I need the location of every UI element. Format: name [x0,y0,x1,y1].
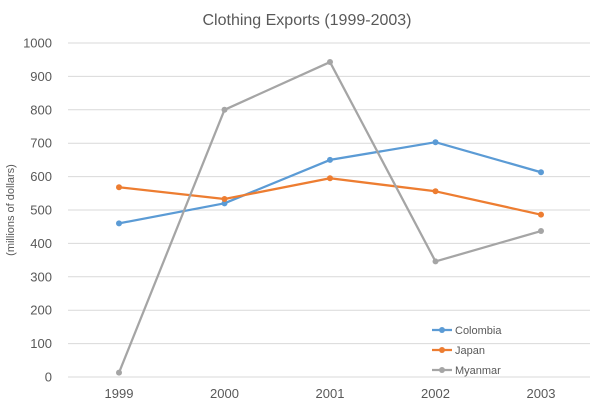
legend-marker-colombia [439,327,445,333]
legend: Colombia Japan Myanmar [432,325,502,377]
series-line-colombia [118,141,542,225]
legend-item-colombia: Colombia [432,325,502,337]
y-tick-label-0: 0 [45,370,52,385]
point-colombia-2003 [538,169,544,176]
y-tick-label-100: 100 [30,336,52,351]
point-japan-1999 [116,184,122,191]
series-myanmar [116,59,544,376]
point-japan-2003 [538,211,544,218]
legend-marker-japan [439,347,445,353]
legend-marker-myanmar [439,367,445,373]
y-tick-label-900: 900 [30,69,52,84]
point-colombia-2000 [221,200,228,207]
y-tick-label-700: 700 [30,136,52,151]
series-line-japan [118,177,542,216]
point-japan-2001 [327,175,333,182]
y-axis-label: (millions of dollars) [5,164,17,256]
point-myanmar-2001 [327,59,333,66]
point-japan-2002 [432,188,439,195]
x-tick-label-2000: 2000 [210,386,239,401]
legend-item-myanmar: Myanmar [432,365,501,377]
point-colombia-2002 [432,139,439,146]
y-tick-label-200: 200 [30,303,52,318]
point-japan-2000 [221,195,228,202]
y-tick-label-600: 600 [30,169,52,184]
x-tick-label-2001: 2001 [316,386,345,401]
series-lines [116,59,544,376]
point-myanmar-2002 [432,258,439,265]
x-tick-label-2003: 2003 [527,386,556,401]
x-tick-label-2002: 2002 [421,386,450,401]
point-colombia-1999 [116,220,122,227]
legend-label-japan: Japan [455,345,485,357]
y-tick-labels: 0 100 200 300 400 500 600 700 800 900 1000 [23,36,52,385]
point-myanmar-1999 [116,369,122,376]
series-colombia [116,139,544,227]
y-tick-label-400: 400 [30,236,52,251]
legend-label-colombia: Colombia [455,325,502,337]
point-colombia-2001 [327,156,333,163]
y-tick-label-300: 300 [30,269,52,284]
legend-label-myanmar: Myanmar [455,365,501,377]
y-tick-label-500: 500 [30,203,52,218]
x-tick-labels: 1999 2000 2001 2002 2003 [105,386,556,401]
chart-title: Clothing Exports (1999-2003) [202,12,411,29]
y-tick-label-1000: 1000 [23,36,52,51]
point-myanmar-2003 [538,228,544,235]
y-tick-label-800: 800 [30,102,52,117]
legend-item-japan: Japan [432,345,485,357]
x-tick-label-1999: 1999 [105,386,134,401]
grid-lines [68,42,590,378]
point-myanmar-2000 [221,106,228,113]
